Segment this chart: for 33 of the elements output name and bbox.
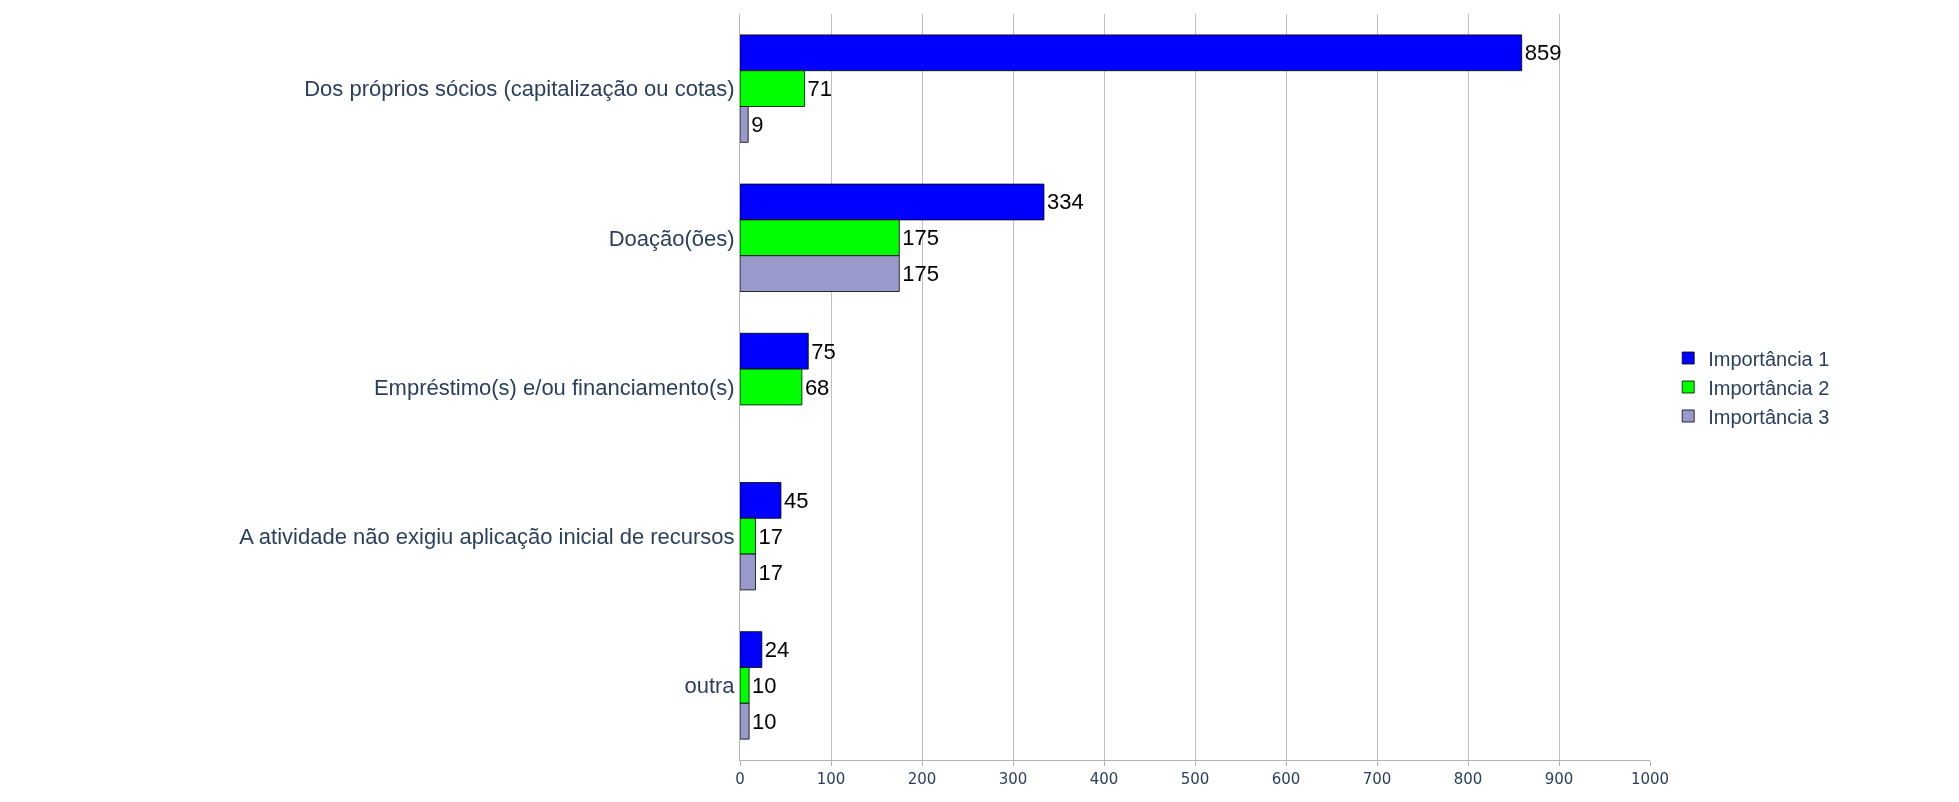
- data-label: 45: [783, 487, 809, 513]
- data-label: 175: [902, 261, 939, 287]
- legend-label: Importância 2: [1708, 376, 1830, 399]
- x-tick-label: 400: [1089, 770, 1119, 788]
- x-tick-label: 1000: [1630, 770, 1670, 788]
- legend-label: Importância 1: [1708, 347, 1830, 370]
- x-tick-label: 300: [998, 770, 1028, 788]
- x-tick-label: 600: [1271, 770, 1301, 788]
- x-tick-label: 0: [735, 770, 745, 788]
- data-label: 175: [902, 225, 939, 251]
- x-tick-label: 800: [1453, 770, 1483, 788]
- data-label: 9: [751, 111, 764, 137]
- y-tick-label: A atividade não exigiu aplicação inicial de recursos: [239, 523, 735, 549]
- x-tick-label: 900: [1544, 770, 1574, 788]
- data-label: 10: [752, 708, 777, 734]
- y-tick-label: Empréstimo(s) e/ou financiamento(s): [373, 374, 735, 400]
- x-tick-label: 200: [907, 770, 937, 788]
- legend-label: Importância 3: [1708, 405, 1830, 428]
- data-label: 24: [764, 637, 790, 663]
- x-tick-label: 500: [1180, 770, 1210, 788]
- data-label: 334: [1046, 189, 1084, 215]
- x-tick-label: 100: [816, 770, 846, 788]
- data-label: 71: [807, 76, 833, 102]
- data-label: 68: [804, 374, 830, 400]
- y-tick-label: Doação(ões): [608, 225, 735, 251]
- data-label: 17: [758, 523, 783, 549]
- y-tick-label: outra: [684, 673, 736, 699]
- y-tick-label: Dos próprios sócios (capitalização ou cotas): [304, 76, 735, 102]
- x-tick-label: 700: [1362, 770, 1392, 788]
- data-label: 17: [758, 559, 783, 585]
- data-label: 75: [811, 338, 836, 364]
- data-label: 10: [752, 672, 777, 698]
- data-label: 859: [1524, 40, 1562, 66]
